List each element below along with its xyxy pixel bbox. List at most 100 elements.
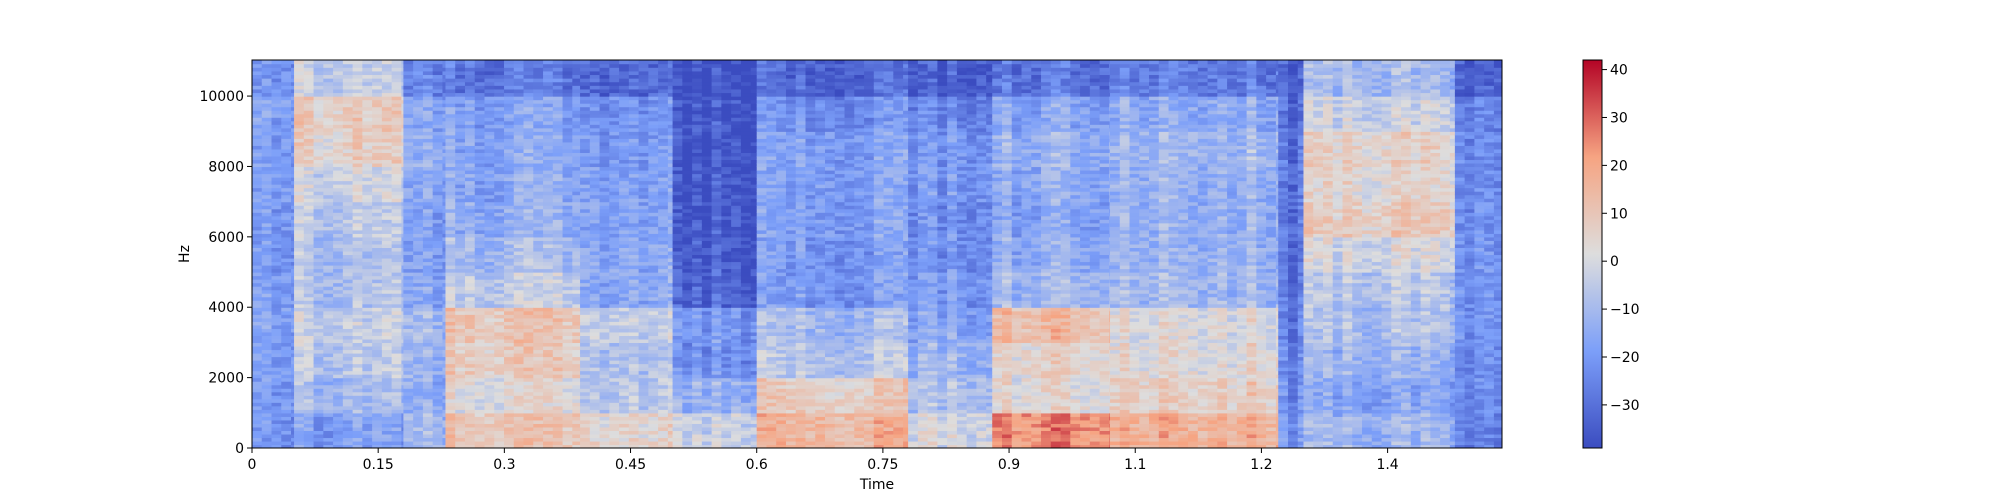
heatmap-cell: [372, 392, 382, 396]
heatmap-cell: [281, 202, 291, 206]
heatmap-cell: [629, 244, 639, 248]
heatmap-cell: [553, 114, 563, 118]
heatmap-cell: [619, 114, 629, 118]
heatmap-cell: [353, 304, 363, 308]
heatmap-cell: [533, 230, 543, 234]
heatmap-cell: [514, 135, 524, 139]
heatmap-cell: [323, 413, 333, 417]
heatmap-cell: [262, 374, 272, 378]
heatmap-cell: [333, 156, 343, 160]
heatmap-cell: [563, 283, 573, 287]
heatmap-cell: [372, 328, 382, 332]
heatmap-cell: [262, 212, 272, 216]
heatmap-cell: [465, 399, 475, 403]
heatmap-cell: [403, 226, 413, 230]
heatmap-cell: [413, 297, 423, 301]
heatmap-cell: [485, 138, 495, 142]
heatmap-cell: [323, 258, 333, 262]
heatmap-cell: [609, 378, 619, 382]
heatmap-cell: [281, 283, 291, 287]
heatmap-cell: [423, 251, 433, 255]
heatmap-cell: [494, 67, 504, 71]
heatmap-cell: [572, 374, 580, 378]
heatmap-cell: [403, 300, 413, 304]
heatmap-cell: [403, 156, 413, 160]
heatmap-cell: [304, 149, 314, 153]
heatmap-cell: [494, 254, 504, 258]
heatmap-cell: [294, 240, 304, 244]
heatmap-cell: [372, 145, 382, 149]
heatmap-cell: [294, 283, 304, 287]
heatmap-cell: [504, 251, 514, 255]
heatmap-cell: [455, 409, 465, 413]
heatmap-cell: [433, 74, 443, 78]
heatmap-cell: [362, 304, 372, 308]
heatmap-cell: [475, 346, 485, 350]
heatmap-cell: [403, 346, 413, 350]
heatmap-cell: [353, 96, 363, 100]
heatmap-cell: [553, 371, 563, 375]
heatmap-cell: [262, 293, 272, 297]
heatmap-cell: [323, 416, 333, 420]
heatmap-cell: [494, 321, 504, 325]
heatmap-cell: [433, 346, 443, 350]
heatmap-cell: [343, 395, 353, 399]
heatmap-cell: [494, 131, 504, 135]
heatmap-cell: [553, 339, 563, 343]
heatmap-cell: [413, 131, 423, 135]
heatmap-cell: [343, 430, 353, 434]
heatmap-cell: [619, 371, 629, 375]
heatmap-cell: [600, 251, 610, 255]
heatmap-cell: [423, 297, 433, 301]
heatmap-cell: [314, 71, 324, 75]
heatmap-cell: [382, 283, 392, 287]
heatmap-cell: [392, 342, 402, 346]
heatmap-cell: [533, 381, 543, 385]
heatmap-cell: [590, 64, 600, 68]
heatmap-cell: [353, 202, 363, 206]
heatmap-cell: [281, 156, 291, 160]
heatmap-cell: [629, 212, 639, 216]
heatmap-cell: [609, 349, 619, 353]
heatmap-cell: [648, 251, 658, 255]
heatmap-cell: [465, 114, 475, 118]
heatmap-cell: [658, 321, 668, 325]
heatmap-cell: [485, 328, 495, 332]
heatmap-cell: [333, 174, 343, 178]
heatmap-cell: [563, 114, 573, 118]
heatmap-cell: [445, 353, 455, 357]
heatmap-cell: [413, 85, 423, 89]
heatmap-cell: [504, 311, 514, 315]
heatmap-cell: [343, 325, 353, 329]
heatmap-cell: [553, 223, 563, 227]
heatmap-cell: [465, 244, 475, 248]
heatmap-cell: [475, 413, 485, 417]
heatmap-cell: [372, 339, 382, 343]
heatmap-cell: [304, 128, 314, 132]
heatmap-cell: [323, 60, 333, 64]
heatmap-cell: [455, 216, 465, 220]
heatmap-cell: [543, 279, 553, 283]
heatmap-cell: [629, 166, 639, 170]
heatmap-cell: [524, 135, 534, 139]
heatmap-cell: [563, 318, 573, 322]
heatmap-cell: [504, 385, 514, 389]
heatmap-cell: [600, 96, 610, 100]
heatmap-cell: [362, 427, 372, 431]
heatmap-cell: [262, 409, 272, 413]
heatmap-cell: [262, 427, 272, 431]
heatmap-cell: [590, 325, 600, 329]
heatmap-cell: [353, 114, 363, 118]
heatmap-cell: [563, 145, 573, 149]
heatmap-cell: [433, 416, 443, 420]
heatmap-cell: [362, 325, 372, 329]
heatmap-cell: [639, 399, 649, 403]
heatmap-cell: [514, 321, 524, 325]
heatmap-cell: [343, 85, 353, 89]
heatmap-cell: [494, 385, 504, 389]
heatmap-cell: [600, 191, 610, 195]
heatmap-cell: [619, 304, 629, 308]
heatmap-cell: [514, 64, 524, 68]
heatmap-cell: [281, 166, 291, 170]
heatmap-cell: [494, 314, 504, 318]
